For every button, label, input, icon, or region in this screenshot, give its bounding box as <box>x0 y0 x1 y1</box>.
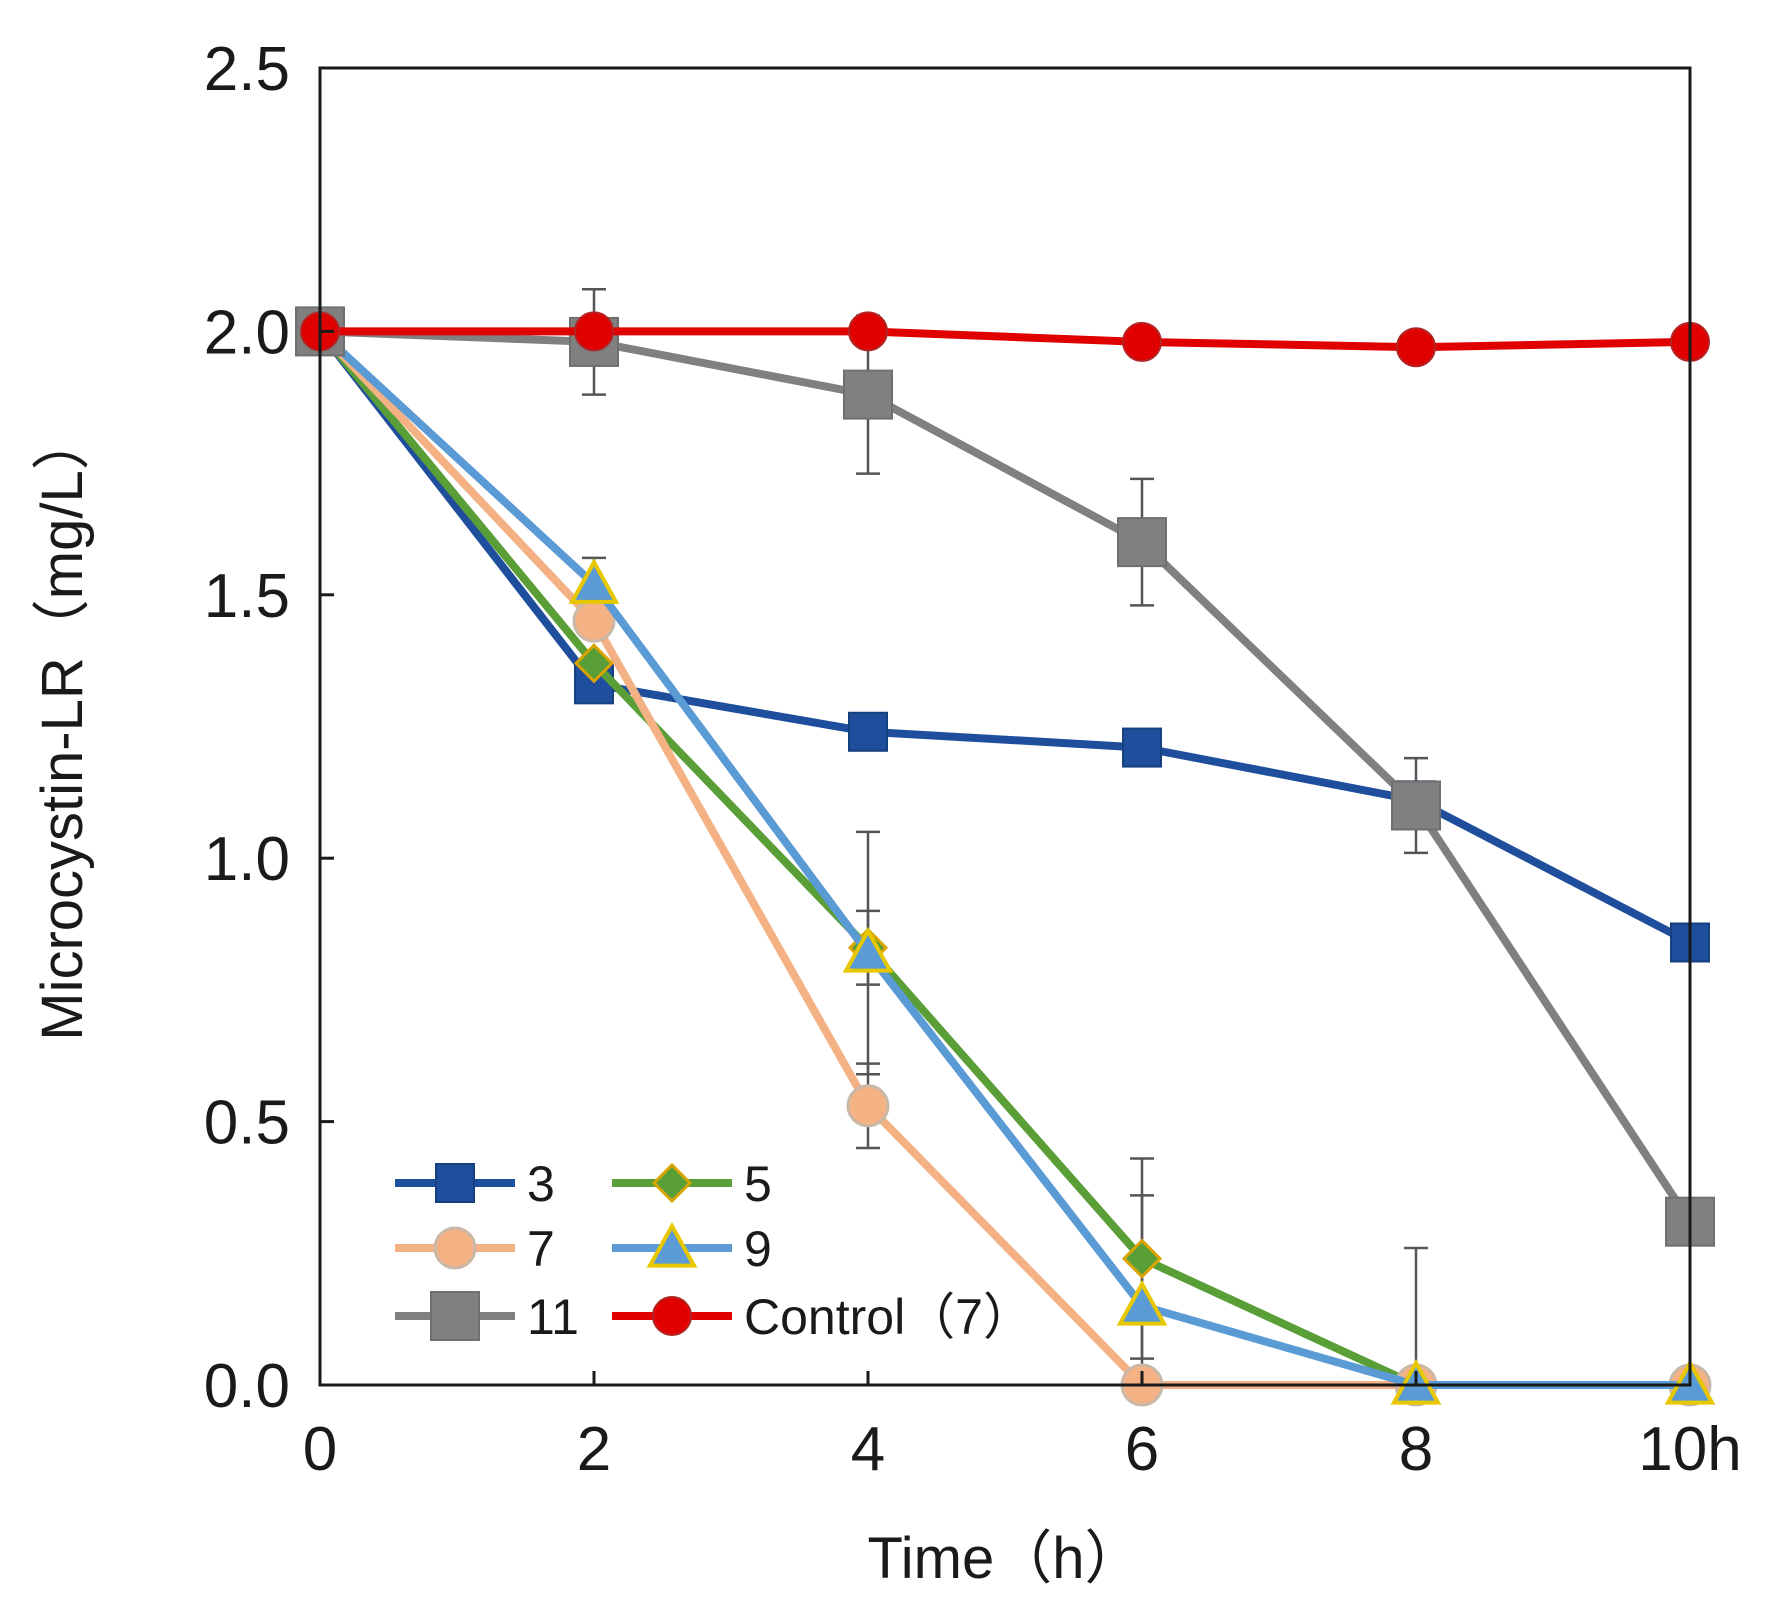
x-tick-label: 6 <box>1125 1415 1159 1484</box>
series-layer <box>294 305 1716 1407</box>
legend-label: 9 <box>744 1221 772 1277</box>
data-point <box>1396 327 1436 368</box>
series-9 <box>294 305 1716 1405</box>
series-7 <box>298 309 1712 1407</box>
legend-label: 11 <box>527 1289 579 1345</box>
data-point <box>842 926 894 973</box>
x-tick-label: 2 <box>577 1415 611 1484</box>
data-point <box>568 558 620 604</box>
y-tick-label: 0.5 <box>204 1089 290 1158</box>
data-point <box>1116 1279 1168 1326</box>
legend-item-9: 9 <box>612 1221 772 1277</box>
legend-swatch-marker <box>652 1296 692 1336</box>
data-point <box>848 311 888 352</box>
series-line <box>316 328 1690 1389</box>
legend-swatch-marker <box>430 1291 480 1341</box>
legend-label: 7 <box>527 1221 555 1277</box>
y-tick-label: 0.0 <box>204 1352 290 1421</box>
x-tick-label: 8 <box>1399 1415 1433 1484</box>
legend-swatch-marker <box>435 1163 475 1203</box>
data-point <box>1122 727 1162 768</box>
data-point <box>574 311 614 352</box>
legend-item-Control（7）: Control（7） <box>612 1289 1033 1345</box>
series-line <box>317 328 1690 1389</box>
data-point <box>1117 517 1167 568</box>
data-point <box>846 1084 890 1128</box>
axes-layer: 0 2 4 6 8 10h 0.0 0.5 1.0 1.5 2.0 2.5 Time（h） Microcy… <box>30 35 1742 1591</box>
x-tick-label: 0 <box>303 1415 337 1484</box>
legend-item-5: 5 <box>612 1156 772 1212</box>
series-line <box>317 328 1690 1389</box>
legend-swatch-marker <box>651 1162 693 1204</box>
y-tick-label: 1.0 <box>204 825 290 894</box>
legend-swatch-marker <box>433 1226 477 1270</box>
series-line <box>319 327 1694 1224</box>
legend-label: 3 <box>527 1156 555 1212</box>
x-tick-label: 10h <box>1638 1415 1741 1484</box>
series-line <box>316 328 1692 947</box>
y-tick-label: 2.0 <box>204 298 290 367</box>
data-point <box>843 369 893 420</box>
data-point <box>573 643 615 684</box>
legend: 3 5 7 9 11 Control（7） <box>395 1156 1033 1345</box>
legend-item-11: 11 <box>395 1289 579 1345</box>
y-tick-label: 1.5 <box>204 562 290 631</box>
series-Control（7） <box>300 311 1710 368</box>
legend-item-7: 7 <box>395 1221 555 1277</box>
data-point <box>1391 780 1441 831</box>
data-point <box>1122 321 1162 362</box>
data-point <box>1121 1238 1163 1279</box>
x-axis-title: Time（h） <box>868 1526 1143 1591</box>
x-tick-label: 4 <box>851 1415 885 1484</box>
series-line <box>320 327 1691 352</box>
data-point <box>848 711 888 752</box>
error-bars <box>582 288 1428 1387</box>
legend-swatch-marker <box>646 1221 698 1268</box>
y-axis-title: Microcystin-LR（mg/L） <box>30 412 95 1040</box>
series-5 <box>299 311 1711 1406</box>
y-tick-label: 2.5 <box>204 35 290 104</box>
series-3 <box>300 311 1710 963</box>
legend-item-3: 3 <box>395 1156 555 1212</box>
legend-label: 5 <box>744 1156 772 1212</box>
plot-frame <box>318 66 1692 1387</box>
legend-label: Control（7） <box>744 1289 1033 1345</box>
